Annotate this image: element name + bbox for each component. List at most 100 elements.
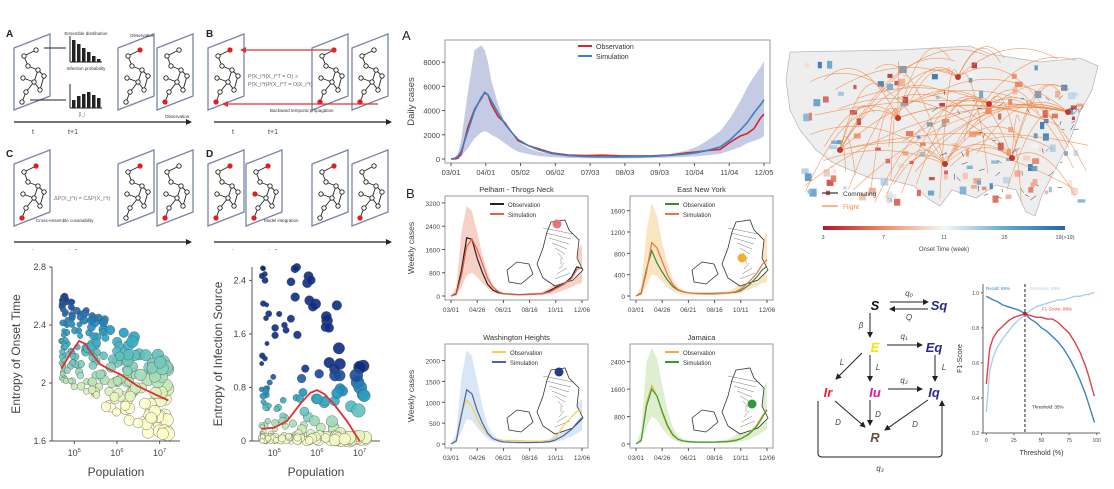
y-tick-label: 500 — [429, 421, 440, 428]
graph-node — [177, 164, 181, 168]
graph-node — [228, 48, 232, 52]
x-tick-label: 100 — [1093, 438, 1102, 444]
x-tick-label: 04/01 — [476, 168, 495, 177]
scatter-point — [146, 412, 157, 423]
graph-node — [372, 164, 376, 168]
x-axis-label: Threshold (%) — [1020, 450, 1064, 457]
county-region — [1076, 104, 1083, 107]
graph-node — [21, 76, 25, 80]
county-region — [1034, 133, 1038, 138]
county-region — [881, 178, 889, 186]
highlighted-district — [553, 220, 562, 229]
county-region — [982, 187, 986, 191]
x-tick-label: 03/01 — [443, 455, 460, 462]
transition-label: D — [875, 410, 881, 419]
county-region — [928, 191, 934, 196]
graph-node — [128, 90, 132, 94]
county-region — [944, 171, 948, 175]
scatter-point — [332, 300, 342, 310]
scatter-point — [135, 369, 147, 381]
county-region — [997, 70, 1003, 77]
y-tick-label: 0 — [241, 436, 246, 446]
county-region — [932, 74, 938, 79]
county-region — [977, 180, 981, 184]
scatter-point — [123, 350, 134, 361]
graph-node — [319, 192, 323, 196]
county-region — [920, 143, 926, 146]
graph-node — [163, 100, 167, 104]
graph-node — [142, 88, 146, 92]
x-tick-label: 12/06 — [574, 455, 590, 462]
graph-node — [36, 184, 40, 188]
graph-node — [236, 74, 240, 78]
transition-label: D — [912, 420, 918, 429]
scatter-point — [313, 394, 323, 404]
y-tick-label: 1.6 — [33, 436, 46, 446]
x-tick-label: 03/01 — [443, 307, 460, 314]
network-plane — [312, 34, 348, 110]
x-tick-label: 106 — [110, 448, 123, 458]
scatter-point — [77, 372, 84, 379]
graph-node — [226, 196, 230, 200]
scatter-point — [71, 383, 77, 389]
x-tick-label: 10/11 — [733, 455, 749, 462]
graph-node — [24, 206, 28, 210]
scatter-point — [291, 293, 300, 302]
colorbar-tick-label: 15 — [1001, 235, 1007, 241]
county-region — [979, 91, 983, 99]
transition-label: q₀ — [905, 289, 913, 298]
county-region — [887, 199, 890, 204]
scatter-point — [326, 416, 337, 427]
y-tick-label: 2000 — [423, 131, 440, 140]
x-tick-label: 105 — [268, 448, 281, 458]
y-axis-label: Daily cases — [406, 77, 417, 126]
county-region — [887, 112, 895, 119]
colorbar-tick-label: 19(>19) — [1055, 235, 1074, 241]
scatter-point — [278, 435, 285, 442]
scatter-point — [267, 403, 272, 408]
county-region — [854, 133, 861, 138]
county-region — [1045, 190, 1048, 194]
commuting-link — [1074, 129, 1079, 130]
scatter-point — [332, 388, 343, 399]
histogram-bar — [87, 92, 91, 108]
county-region — [829, 145, 837, 149]
scatter-point — [59, 338, 64, 343]
scatter-point — [324, 323, 333, 332]
y-tick-label: 1600 — [611, 387, 626, 394]
scatter-point — [324, 357, 335, 368]
graph-node — [164, 76, 168, 80]
y-tick-label: 1.6 — [233, 329, 246, 339]
x-tick-label: 04/26 — [654, 455, 671, 462]
scatter-point — [259, 361, 263, 365]
graph-node — [330, 196, 334, 200]
commuting-link — [1057, 187, 1062, 188]
county-region — [1048, 168, 1055, 174]
graph-node — [179, 68, 183, 72]
tick-label: t — [32, 129, 34, 136]
recall-label: Recall: 89% — [986, 286, 1010, 291]
legend-label: Commuting — [843, 191, 877, 198]
county-region — [1023, 156, 1030, 161]
graph-node — [214, 216, 218, 220]
x-tick-label: 10/11 — [548, 307, 564, 314]
graph-node — [34, 164, 38, 168]
county-region — [960, 187, 967, 195]
scatter-point — [92, 339, 100, 347]
graph-node — [36, 68, 40, 72]
hub-city — [895, 115, 901, 121]
scatter-point — [121, 401, 130, 410]
histogram-bar — [82, 48, 86, 62]
x-tick-label: 11/04 — [720, 168, 738, 177]
county-region — [1030, 182, 1034, 187]
graph-node — [216, 54, 220, 58]
county-region — [903, 151, 909, 155]
compartment-iu: Iu — [869, 385, 881, 400]
graph-node — [169, 180, 173, 184]
x-tick-label: 107 — [153, 448, 166, 458]
county-region — [969, 71, 975, 77]
graph-node — [372, 48, 376, 52]
y-tick-label: 800 — [614, 415, 625, 422]
chart-title: Jamaica — [688, 333, 717, 342]
